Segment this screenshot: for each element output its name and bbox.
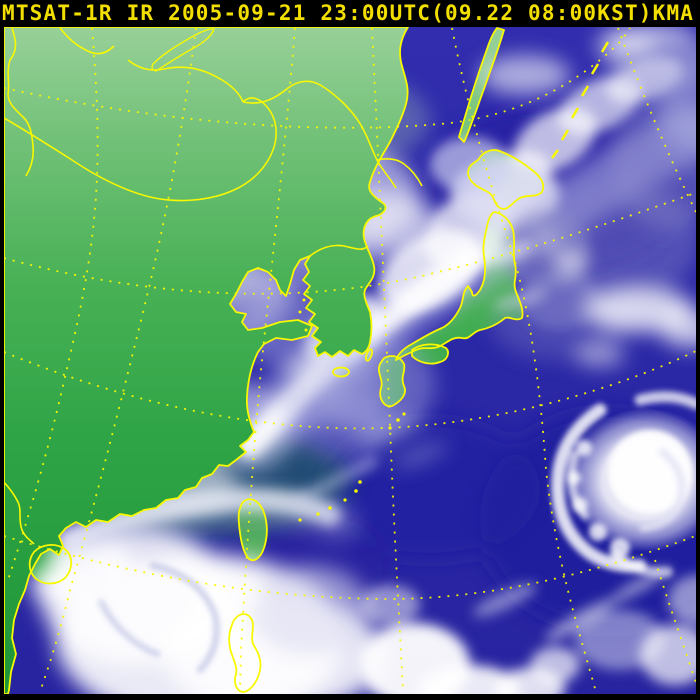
coastlines (4, 27, 545, 694)
typhoon-south-china-sea (30, 456, 385, 694)
parallel (4, 349, 696, 430)
cloud-south-scatter (360, 566, 696, 694)
cloud-pacific-haze (480, 27, 696, 367)
yellow-sea-islets (298, 298, 308, 332)
title-bar: MTSAT-1R IR 2005-09-21 23:00UTC(09.22 08… (0, 0, 700, 27)
sakhalin (459, 28, 504, 142)
country-borders (4, 27, 423, 545)
typhoon-east-pacific (551, 391, 696, 578)
meridian (654, 559, 696, 686)
ryukyu-islands (298, 412, 406, 522)
kuril-islands (551, 41, 610, 159)
graticule (4, 27, 696, 693)
meridian (7, 27, 99, 581)
cloud-yellow-sea-haze (240, 290, 449, 468)
timestamp-text: MTSAT-1R IR 2005-09-21 23:00UTC(09.22 08… (2, 1, 695, 25)
small-islands (298, 41, 610, 522)
